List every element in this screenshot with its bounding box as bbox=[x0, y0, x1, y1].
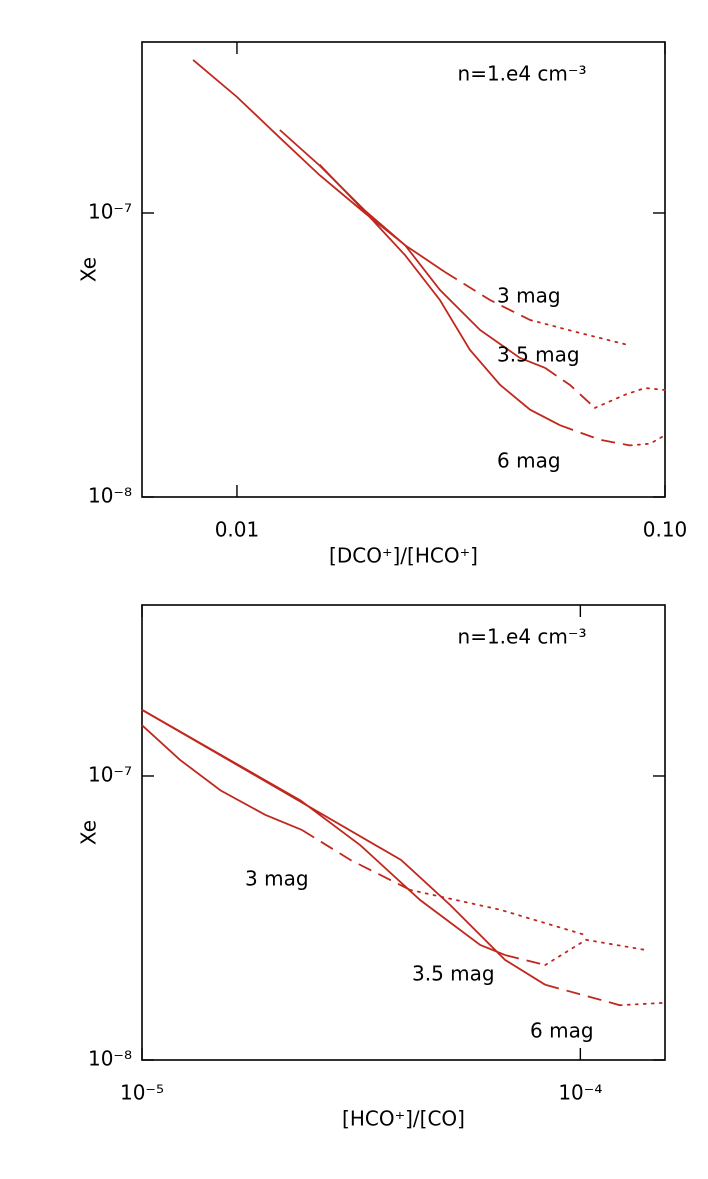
curve-dotted bbox=[594, 387, 666, 409]
plot-frame bbox=[141, 41, 666, 498]
curve-solid bbox=[141, 724, 303, 831]
curve-dashed bbox=[544, 367, 596, 409]
x-tick-label: 0.10 bbox=[643, 518, 688, 542]
curve-dashed bbox=[545, 983, 621, 1007]
y-tick-label: 10⁻⁸ bbox=[88, 1047, 132, 1071]
curve-dashed bbox=[504, 954, 546, 966]
curve-label: 6 mag bbox=[530, 1019, 594, 1043]
curve-dashed bbox=[301, 829, 411, 891]
curve-dashed bbox=[559, 424, 631, 447]
curve-dashed bbox=[444, 271, 531, 321]
curve-solid bbox=[141, 709, 546, 986]
curve-dotted bbox=[618, 1001, 666, 1007]
curve-label: 3.5 mag bbox=[412, 962, 495, 986]
curve-solid bbox=[141, 709, 506, 956]
annotation: n=1.e4 cm⁻³ bbox=[458, 62, 587, 86]
curve-dotted bbox=[629, 434, 666, 447]
y-axis-label: Xe bbox=[77, 820, 101, 845]
y-axis-label: Xe bbox=[77, 257, 101, 282]
y-tick-label: 10⁻⁷ bbox=[88, 762, 132, 786]
annotation: n=1.e4 cm⁻³ bbox=[458, 625, 587, 649]
curve-label: 3.5 mag bbox=[497, 343, 580, 367]
x-axis-label: [DCO⁺]/[HCO⁺] bbox=[329, 544, 478, 568]
y-tick-label: 10⁻⁷ bbox=[88, 199, 132, 223]
x-axis-label: [HCO⁺]/[CO] bbox=[342, 1107, 465, 1131]
curve-label: 6 mag bbox=[497, 449, 561, 473]
curve-label: 3 mag bbox=[497, 284, 561, 308]
curve-solid bbox=[318, 163, 561, 426]
plot-frame bbox=[141, 604, 666, 1061]
x-tick-label: 10⁻⁴ bbox=[558, 1081, 602, 1105]
curve-dotted bbox=[544, 938, 647, 966]
y-tick-label: 10⁻⁸ bbox=[88, 484, 132, 508]
x-tick-label: 10⁻⁵ bbox=[120, 1081, 164, 1105]
x-tick-label: 0.01 bbox=[215, 518, 260, 542]
curve-label: 3 mag bbox=[245, 867, 309, 891]
curve-dotted bbox=[409, 889, 587, 937]
curve-dotted bbox=[529, 319, 629, 346]
